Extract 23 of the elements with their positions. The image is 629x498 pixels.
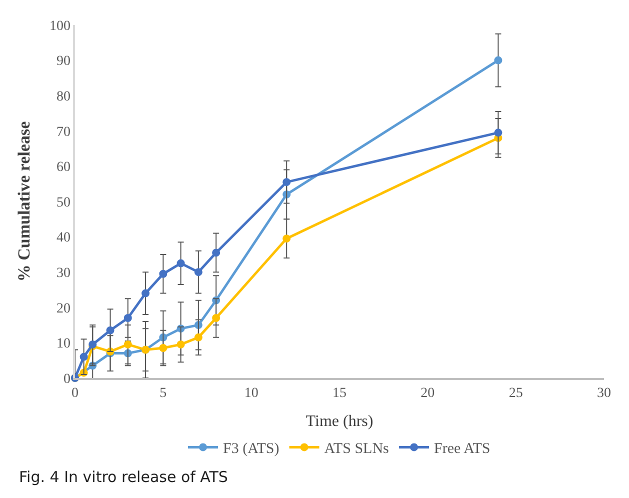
- legend-label: Free ATS: [434, 441, 490, 458]
- y-tick-label: 40: [56, 230, 70, 246]
- x-tick-label: 10: [244, 386, 258, 401]
- y-axis-title: % Cumulative release: [14, 120, 34, 282]
- legend-label: ATS SLNs: [324, 441, 390, 458]
- y-tick-label: 60: [56, 160, 70, 176]
- y-tick-label: 0: [63, 372, 70, 387]
- y-tick-label: 100: [49, 18, 70, 34]
- y-tick-label: 50: [56, 195, 70, 210]
- x-axis-title: Time (hrs): [306, 413, 374, 430]
- x-tick-label: 20: [420, 386, 435, 401]
- x-tick-label: 30: [597, 386, 611, 401]
- y-tick-label: 70: [56, 124, 70, 140]
- caption: Fig. 4 In vitro release of ATS: [19, 468, 228, 486]
- y-tick-label: 80: [56, 90, 70, 104]
- y-tick-label: 90: [56, 54, 70, 70]
- x-tick-label: 25: [508, 386, 523, 401]
- x-tick-label: 5: [160, 386, 167, 401]
- y-tick-label: 10: [56, 336, 70, 352]
- legend-label: F3 (ATS): [223, 441, 280, 458]
- y-tick-label: 20: [56, 301, 70, 316]
- x-tick-label: 15: [332, 386, 346, 401]
- y-tick-label: 30: [56, 266, 70, 281]
